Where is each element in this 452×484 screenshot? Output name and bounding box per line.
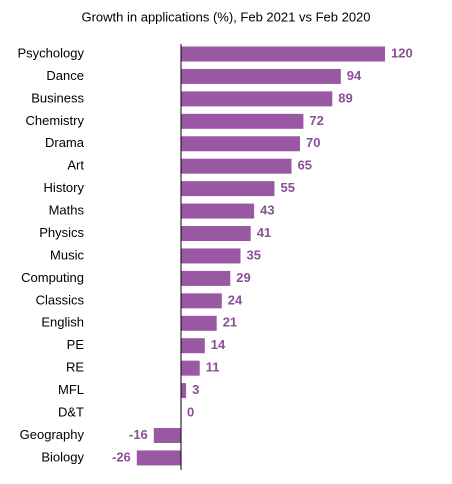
chart-title: Growth in applications (%), Feb 2021 vs … bbox=[81, 9, 370, 24]
y-tick-label: Computing bbox=[21, 270, 84, 285]
value-label: 41 bbox=[257, 225, 271, 240]
y-tick-label: Geography bbox=[20, 427, 85, 442]
y-tick-label: D&T bbox=[58, 404, 84, 419]
y-tick-label: Music bbox=[50, 247, 84, 262]
bar bbox=[181, 181, 275, 197]
y-tick-label: PE bbox=[67, 337, 85, 352]
y-tick-label: Chemistry bbox=[25, 113, 84, 128]
y-tick-label: Classics bbox=[36, 292, 85, 307]
y-tick-label: Psychology bbox=[18, 45, 85, 60]
bar bbox=[181, 270, 231, 286]
y-tick-label: MFL bbox=[58, 382, 84, 397]
value-label: -16 bbox=[129, 427, 148, 442]
value-label: 24 bbox=[228, 292, 243, 307]
value-label: 3 bbox=[192, 382, 199, 397]
y-tick-label: English bbox=[41, 315, 84, 330]
y-tick-label: RE bbox=[66, 360, 84, 375]
bar bbox=[181, 91, 333, 107]
value-label: 21 bbox=[223, 315, 237, 330]
value-label: 0 bbox=[187, 404, 194, 419]
value-label: 65 bbox=[298, 158, 312, 173]
y-tick-label: Maths bbox=[49, 203, 85, 218]
bar bbox=[181, 338, 205, 354]
bar bbox=[136, 450, 181, 466]
value-label: -26 bbox=[112, 449, 131, 464]
value-label: 29 bbox=[236, 270, 250, 285]
bar bbox=[181, 68, 341, 84]
bar bbox=[181, 248, 241, 264]
bar bbox=[153, 427, 181, 443]
y-tick-label: Art bbox=[67, 158, 84, 173]
bar bbox=[181, 203, 255, 219]
bar bbox=[181, 113, 304, 129]
value-label: 72 bbox=[309, 113, 323, 128]
y-tick-label: Dance bbox=[46, 68, 84, 83]
bar bbox=[181, 315, 217, 331]
y-tick-label: Physics bbox=[39, 225, 84, 240]
value-label: 94 bbox=[347, 68, 362, 83]
value-label: 120 bbox=[391, 45, 413, 60]
value-label: 89 bbox=[338, 90, 352, 105]
value-label: 35 bbox=[247, 247, 261, 262]
value-label: 43 bbox=[260, 203, 274, 218]
value-label: 14 bbox=[211, 337, 226, 352]
value-label: 70 bbox=[306, 135, 320, 150]
bar bbox=[181, 360, 200, 376]
y-tick-label: Biology bbox=[41, 449, 84, 464]
y-tick-label: Drama bbox=[45, 135, 85, 150]
value-label: 11 bbox=[206, 360, 220, 375]
value-label: 55 bbox=[281, 180, 295, 195]
y-tick-label: Business bbox=[31, 90, 84, 105]
bar bbox=[181, 226, 251, 242]
bar bbox=[181, 293, 222, 309]
bar bbox=[181, 383, 187, 399]
bar bbox=[181, 158, 292, 174]
y-tick-label: History bbox=[44, 180, 85, 195]
bar bbox=[181, 46, 385, 62]
bar bbox=[181, 136, 300, 152]
